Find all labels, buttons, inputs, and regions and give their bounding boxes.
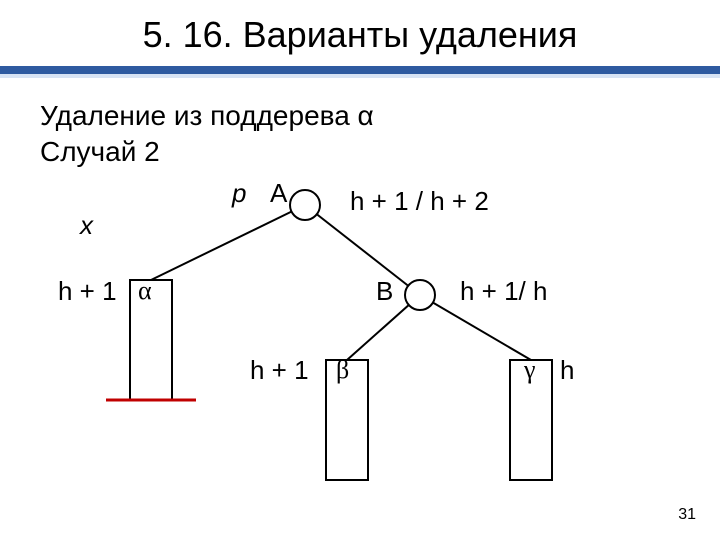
label-B: B	[376, 276, 393, 307]
node-B	[405, 280, 435, 310]
edge	[151, 205, 305, 280]
label-x: x	[80, 210, 93, 241]
edge	[305, 205, 420, 295]
label-gamma: γ	[524, 355, 536, 385]
page-number: 31	[678, 506, 696, 524]
label-beta-h: h + 1	[250, 355, 309, 386]
label-alpha-h: h + 1	[58, 276, 117, 307]
label-alpha: α	[138, 276, 152, 306]
label-p: p	[232, 178, 246, 209]
label-A: A	[270, 178, 287, 209]
label-B-h: h + 1/ h	[460, 276, 547, 307]
slide: 5. 16. Варианты удаления Удаление из под…	[0, 0, 720, 540]
label-gamma-h: h	[560, 355, 574, 386]
label-A-h: h + 1 / h + 2	[350, 186, 489, 217]
label-beta: β	[336, 355, 349, 385]
node-A	[290, 190, 320, 220]
tree-diagram	[0, 0, 720, 540]
